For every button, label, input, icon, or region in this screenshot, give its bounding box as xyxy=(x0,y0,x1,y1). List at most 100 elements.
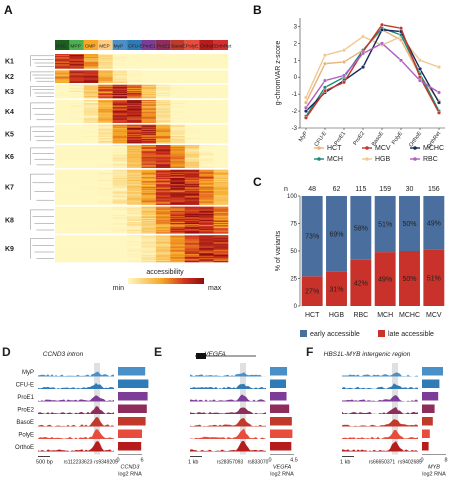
heat-cell xyxy=(127,85,142,88)
heat-cell xyxy=(112,147,128,149)
heat-cell xyxy=(155,59,171,61)
heat-cell xyxy=(83,64,99,66)
heat-cell xyxy=(112,60,128,62)
heat-cell xyxy=(55,244,70,246)
heat-cell xyxy=(170,177,186,180)
heat-cell xyxy=(170,79,186,81)
heat-cell xyxy=(112,142,128,144)
heat-cell xyxy=(155,74,171,76)
heat-cell xyxy=(141,187,157,189)
heat-cell xyxy=(98,115,113,117)
c-bar-late-mcv xyxy=(423,249,445,306)
heat-cell xyxy=(199,189,214,191)
heat-cell xyxy=(112,189,128,191)
b-legend-marker-rbc xyxy=(413,157,417,161)
heat-cell xyxy=(55,121,70,123)
heat-cell xyxy=(184,119,200,121)
heat-cell xyxy=(184,257,200,260)
heat-cell xyxy=(112,133,128,136)
heat-cell xyxy=(69,225,85,227)
heat-cell xyxy=(170,224,186,226)
f-scale-label: 1 kb xyxy=(340,460,350,466)
b-point-mcv xyxy=(304,115,309,120)
heat-cell xyxy=(170,132,186,135)
heat-cell xyxy=(213,220,229,223)
heat-cell xyxy=(141,109,157,111)
heat-cell xyxy=(98,165,113,167)
heat-cell xyxy=(155,154,171,156)
heat-cell xyxy=(170,110,186,112)
heat-cell xyxy=(127,256,142,259)
heat-cell xyxy=(213,93,229,96)
heat-cell xyxy=(213,147,229,149)
heat-cell xyxy=(98,193,113,195)
heat-cell xyxy=(98,260,113,263)
c-legend-swatch-0 xyxy=(300,330,307,337)
heat-cell xyxy=(170,91,186,94)
heat-cell xyxy=(141,172,157,175)
heat-cell xyxy=(112,107,128,109)
heat-cell xyxy=(199,172,214,175)
heat-cell xyxy=(112,242,128,244)
heat-cell xyxy=(98,121,113,123)
heat-cell xyxy=(199,209,214,212)
heat-cell xyxy=(127,79,142,81)
heat-cell xyxy=(127,248,142,250)
heat-cell xyxy=(184,145,200,147)
heat-cell xyxy=(83,166,99,168)
heat-cell xyxy=(55,157,70,159)
heat-cell xyxy=(184,139,200,141)
heat-cell xyxy=(213,129,229,132)
heat-cell xyxy=(184,154,200,156)
heat-cell xyxy=(213,251,229,254)
heat-cell xyxy=(112,137,128,140)
heat-cell xyxy=(55,255,70,258)
heat-cell xyxy=(127,149,142,151)
heat-cell xyxy=(213,196,229,198)
heat-cell xyxy=(69,118,85,120)
heat-cell xyxy=(170,151,186,153)
heat-cell xyxy=(69,172,85,175)
heat-cell xyxy=(170,78,186,80)
heat-cell xyxy=(155,130,171,133)
heat-cell xyxy=(83,251,99,254)
heat-cell xyxy=(55,172,70,175)
heat-cell xyxy=(69,117,85,119)
heat-cell xyxy=(184,120,200,122)
heat-cell xyxy=(199,105,214,107)
heat-cell xyxy=(112,235,128,237)
heat-cell xyxy=(83,182,99,184)
heat-cell xyxy=(83,258,99,261)
heat-cell xyxy=(213,194,229,196)
heat-cell xyxy=(112,247,128,249)
heat-cell xyxy=(55,129,70,132)
heat-cell xyxy=(112,199,128,201)
c-legend: early accessible late accessible xyxy=(300,330,434,338)
heat-cell xyxy=(184,228,200,230)
heat-cell xyxy=(184,177,200,180)
heat-cell xyxy=(184,248,200,250)
heat-cell xyxy=(69,208,85,210)
heat-cell xyxy=(184,229,200,231)
heat-cell xyxy=(112,178,128,181)
heat-cell xyxy=(199,107,214,109)
heat-cell xyxy=(213,250,229,253)
heat-cell xyxy=(83,70,99,72)
c-y-tick-label: 100 xyxy=(287,194,298,200)
heat-cell xyxy=(155,116,171,118)
heat-cell xyxy=(170,85,186,88)
heat-cell xyxy=(170,199,186,201)
heat-cell xyxy=(184,169,200,172)
heat-cell xyxy=(55,201,70,203)
heat-cell xyxy=(199,239,214,241)
heat-cell xyxy=(83,156,99,158)
heat-cell xyxy=(170,150,186,152)
heat-cell xyxy=(127,249,142,252)
heat-cell xyxy=(155,183,171,185)
e-rna-tick-max: 4.5 xyxy=(290,458,298,464)
heat-cell xyxy=(127,260,142,263)
d-rna-bar-myp xyxy=(118,367,146,376)
heat-cell xyxy=(155,232,171,234)
heat-cell xyxy=(199,102,214,104)
